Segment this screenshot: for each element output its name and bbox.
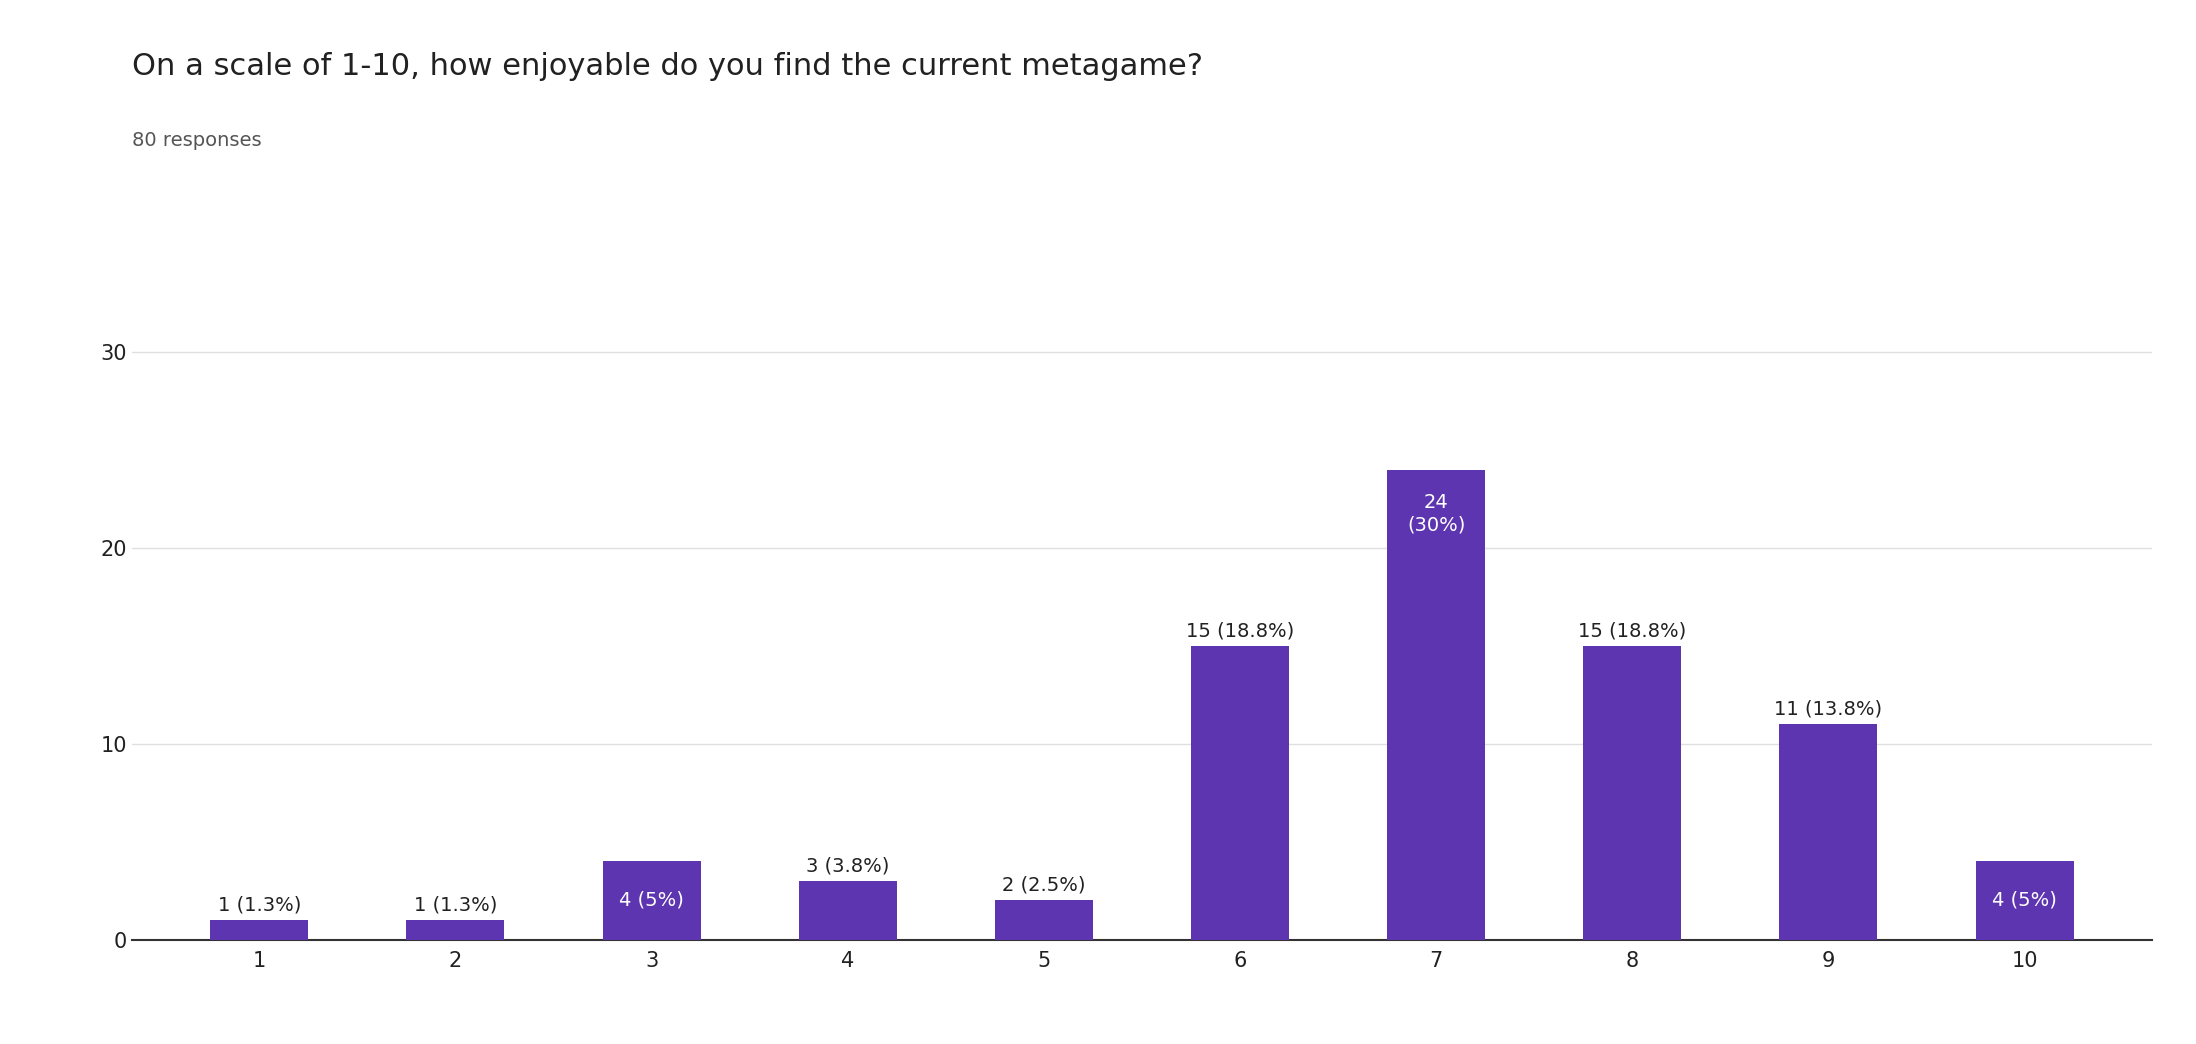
Text: 3 (3.8%): 3 (3.8%) xyxy=(806,856,889,875)
Bar xyxy=(1976,861,2073,940)
Text: 15 (18.8%): 15 (18.8%) xyxy=(1579,621,1687,640)
Bar xyxy=(406,920,505,940)
Bar xyxy=(1779,725,1878,940)
Text: 4 (5%): 4 (5%) xyxy=(619,891,683,910)
Bar xyxy=(995,900,1094,940)
Text: 4 (5%): 4 (5%) xyxy=(1992,891,2058,910)
Bar xyxy=(1388,470,1484,940)
Text: 2 (2.5%): 2 (2.5%) xyxy=(1001,876,1085,895)
Text: 80 responses: 80 responses xyxy=(132,130,261,149)
Text: 24
(30%): 24 (30%) xyxy=(1408,494,1465,535)
Bar xyxy=(1583,646,1682,940)
Text: 1 (1.3%): 1 (1.3%) xyxy=(217,895,301,915)
Bar xyxy=(1190,646,1289,940)
Text: 1 (1.3%): 1 (1.3%) xyxy=(413,895,496,915)
Text: On a scale of 1-10, how enjoyable do you find the current metagame?: On a scale of 1-10, how enjoyable do you… xyxy=(132,52,1203,81)
Text: 11 (13.8%): 11 (13.8%) xyxy=(1774,699,1882,718)
Bar xyxy=(799,881,896,940)
Text: 15 (18.8%): 15 (18.8%) xyxy=(1186,621,1293,640)
Bar xyxy=(211,920,307,940)
Bar xyxy=(602,861,701,940)
